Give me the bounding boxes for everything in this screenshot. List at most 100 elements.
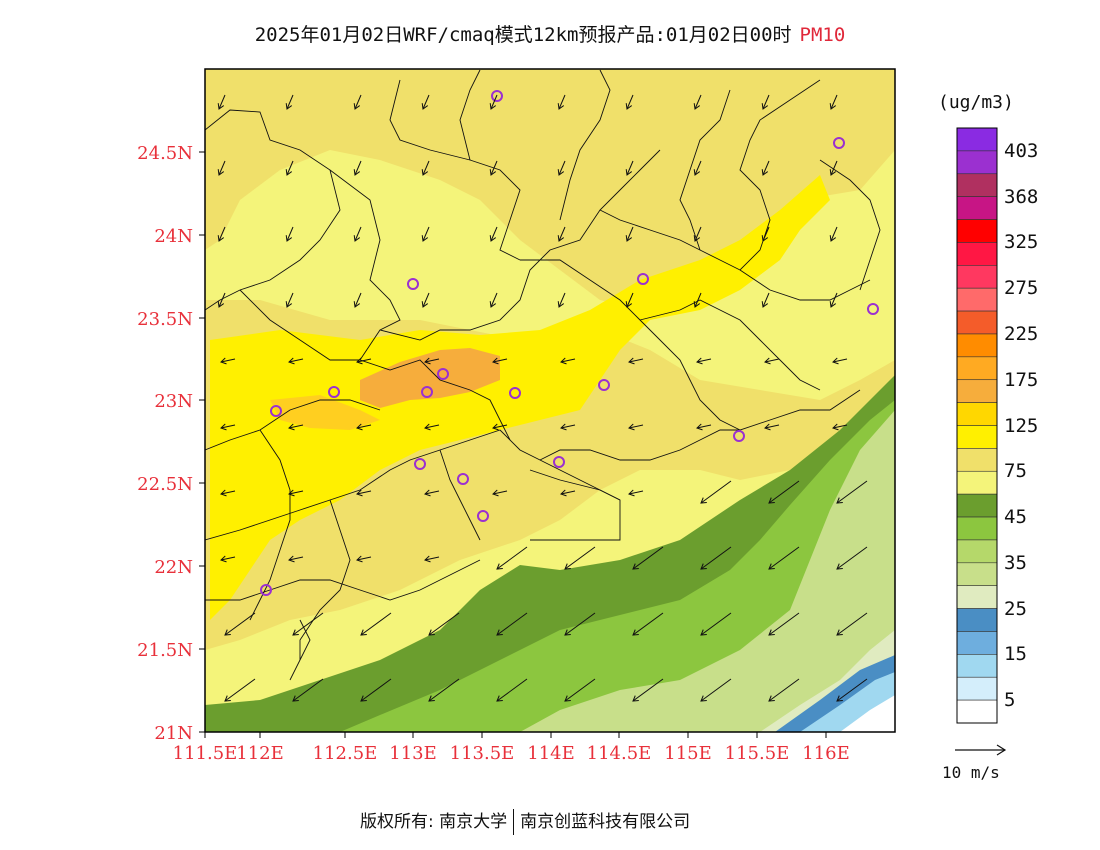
lat-tick-label: 21.5N: [137, 640, 193, 661]
wind-arrow: [353, 94, 362, 110]
footer-left: 版权所有: 南京大学: [360, 812, 508, 832]
colorbar-swatch: [956, 242, 998, 266]
colorbar-swatch: [956, 333, 998, 358]
colorbar: [956, 127, 998, 724]
wind-arrow: [768, 480, 800, 504]
wind-arrow: [489, 226, 498, 242]
wind-arrow: [288, 357, 304, 365]
lat-tick-label: 24.5N: [137, 143, 193, 164]
lon-tick-label: 115.5E: [725, 743, 790, 764]
colorbar-swatch: [956, 470, 998, 495]
wind-arrow: [557, 94, 566, 110]
colorbar-swatch: [956, 448, 998, 472]
wind-arrow: [625, 160, 634, 176]
lat-tick-label: 21N: [154, 723, 193, 744]
wind-vectors: [217, 94, 868, 702]
wind-arrow: [696, 357, 712, 365]
wind-arrow: [829, 94, 838, 110]
lat-tick-label: 24N: [154, 226, 193, 247]
wind-arrow: [217, 292, 226, 308]
colorbar-tick-label: 15: [1004, 643, 1027, 666]
colorbar-swatch: [956, 608, 998, 632]
wind-arrow: [424, 489, 440, 497]
colorbar-swatch: [956, 516, 998, 541]
lat-tick-label: 23.5N: [137, 309, 193, 330]
wind-arrow: [356, 423, 372, 431]
wind-arrow: [696, 423, 712, 431]
wind-arrow: [829, 160, 838, 176]
wind-arrow: [832, 357, 848, 365]
colorbar-swatch: [956, 539, 998, 564]
wind-arrow: [421, 292, 430, 308]
wind-arrow: [761, 160, 770, 176]
colorbar-tick-label: 403: [1004, 139, 1039, 162]
colorbar-swatch: [956, 379, 998, 403]
wind-arrow: [761, 94, 770, 110]
colorbar-swatch: [956, 173, 998, 197]
wind-arrow: [829, 292, 838, 308]
wind-arrow: [496, 612, 528, 636]
wind-arrow: [224, 678, 256, 702]
lon-tick-label: 113.5E: [450, 743, 515, 764]
wind-arrow: [428, 612, 460, 636]
lon-tick-label: 116E: [802, 743, 850, 764]
colorbar-swatch: [956, 287, 998, 312]
footer-separator: [513, 809, 515, 835]
wind-arrow: [220, 489, 236, 497]
wind-arrow: [492, 489, 508, 497]
colorbar-tick-label: 45: [1004, 506, 1027, 529]
wind-arrow: [768, 678, 800, 702]
wind-arrow: [424, 555, 440, 563]
wind-arrow: [285, 160, 294, 176]
lat-tick-label: 23N: [154, 391, 193, 412]
wind-arrow: [217, 226, 226, 242]
wind-arrow: [693, 226, 702, 242]
latitude-labels: 24.5N 24N 23.5N 23N 22.5N 22N 21.5N 21N: [137, 143, 193, 744]
wind-arrow: [292, 612, 324, 636]
wind-arrow: [693, 94, 702, 110]
colorbar-tick-label: 275: [1004, 277, 1039, 300]
wind-arrow: [424, 423, 440, 431]
wind-arrow: [836, 678, 868, 702]
wind-arrow: [564, 612, 596, 636]
colorbar-swatch: [956, 310, 998, 335]
wind-arrow: [353, 292, 362, 308]
field-band-0: [840, 695, 895, 732]
colorbar-swatch: [956, 585, 998, 609]
wind-arrow: [492, 357, 508, 365]
wind-arrow: [288, 555, 304, 563]
lon-tick-label: 115E: [664, 743, 712, 764]
colorbar-swatch: [956, 150, 998, 175]
wind-arrow: [288, 489, 304, 497]
colorbar-swatch: [956, 219, 998, 243]
wind-arrow: [693, 292, 702, 308]
title-variable: PM10: [799, 24, 846, 46]
wind-arrow: [353, 226, 362, 242]
title-text: 2025年01月02日WRF/cmaq模式12km预报产品:01月02日00时: [254, 24, 792, 46]
wind-arrow: [693, 160, 702, 176]
reference-vector-label: 10 m/s: [942, 763, 1000, 782]
colorbar-swatch: [956, 699, 998, 724]
wind-arrow: [700, 480, 732, 504]
wind-arrow: [768, 612, 800, 636]
wind-arrow: [768, 546, 800, 570]
wind-arrow: [832, 423, 848, 431]
wind-arrow: [700, 612, 732, 636]
lon-tick-label: 114.5E: [587, 743, 652, 764]
colorbar-swatch: [956, 654, 998, 678]
colorbar-tick-label: 25: [1004, 597, 1027, 620]
wind-arrow: [353, 160, 362, 176]
wind-arrow: [628, 357, 644, 365]
wind-arrow: [557, 160, 566, 176]
lat-tick-label: 22N: [154, 557, 193, 578]
lon-tick-label: 114E: [527, 743, 575, 764]
wind-arrow: [421, 160, 430, 176]
wind-arrow: [489, 292, 498, 308]
wind-arrow: [632, 546, 664, 570]
lon-tick-label: 113E: [389, 743, 437, 764]
wind-arrow: [632, 678, 664, 702]
wind-arrow: [496, 678, 528, 702]
wind-arrow: [224, 612, 256, 636]
wind-arrow: [489, 94, 498, 110]
